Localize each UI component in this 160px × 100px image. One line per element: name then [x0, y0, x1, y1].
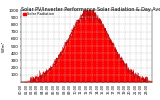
Y-axis label: W/m²: W/m²	[2, 40, 6, 52]
Text: Solar PV/Inverter Performance Solar Radiation & Day Average per Minute: Solar PV/Inverter Performance Solar Radi…	[21, 7, 160, 12]
Legend: Solar Radiation: Solar Radiation	[23, 12, 54, 16]
